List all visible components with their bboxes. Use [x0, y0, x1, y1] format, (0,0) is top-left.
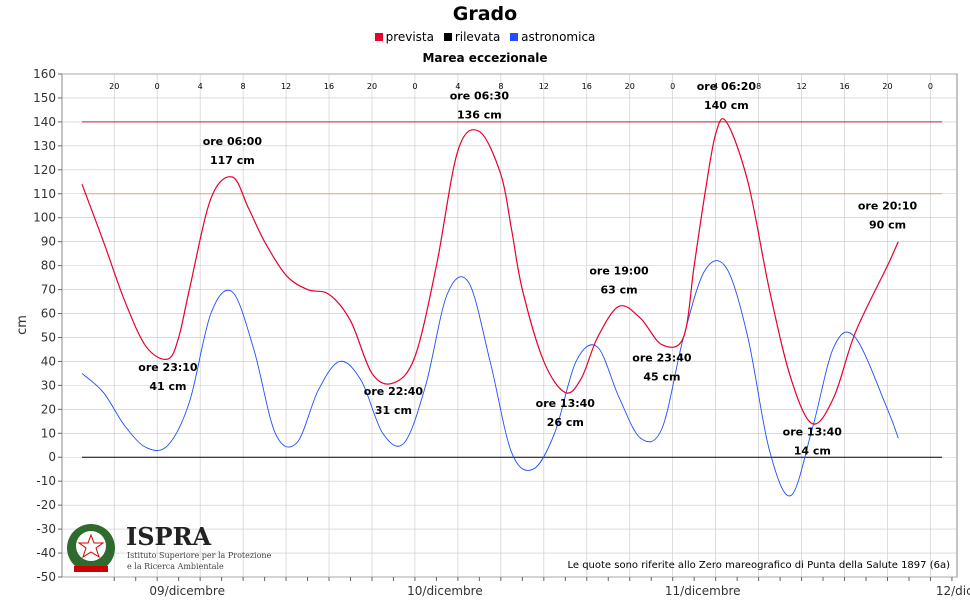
hour-tick-label: 4	[713, 82, 718, 91]
annotation-value: 41 cm	[149, 380, 186, 393]
annotation-time: ore 13:40	[536, 397, 596, 410]
hour-tick-label: 16	[839, 82, 849, 91]
logo-name: ISPRA	[126, 522, 212, 551]
chart-subtitle: Marea eccezionale	[422, 51, 548, 65]
annotation-value: 14 cm	[794, 445, 831, 458]
hour-tick-label: 4	[198, 82, 203, 91]
plot-area	[61, 73, 958, 578]
y-tick-label: 120	[33, 163, 56, 177]
logo-line2: e la Ricerca Ambientale	[127, 562, 224, 571]
annotation-value: 45 cm	[643, 370, 680, 383]
ispra-logo: ISPRA Istituto Superiore per la Protezio…	[67, 522, 272, 572]
hour-tick-label: 0	[412, 82, 417, 91]
y-tick-label: 160	[33, 67, 56, 81]
series-astronomica	[81, 260, 899, 497]
annotations: ore 23:10 41 cm ore 06:00 117 cm ore 22:40 31…	[138, 80, 917, 458]
y-tick-label: 90	[41, 235, 56, 249]
y-tick-label: 20	[41, 402, 56, 416]
hour-tick-label: 0	[670, 82, 675, 91]
y-tick-label: 50	[41, 330, 56, 344]
y-tick-label: 110	[33, 187, 56, 201]
annotation-time: ore 23:10	[138, 361, 198, 374]
reference-note: Le quote sono riferite allo Zero mareogr…	[567, 560, 950, 571]
y-tick-label: -30	[36, 522, 56, 536]
hour-tick-label: 8	[498, 82, 503, 91]
legend-item-rilevata: rilevata	[443, 30, 501, 44]
logo-line1: Istituto Superiore per la Protezione	[127, 551, 272, 560]
y-tick-label: 0	[48, 450, 56, 464]
y-axis-label: cm	[15, 315, 30, 335]
legend-label-prevista: prevista	[385, 30, 434, 44]
annotation-time: ore 19:00	[589, 264, 649, 277]
legend-item-astronomica: astronomica	[510, 30, 595, 44]
hour-tick-label: 4	[455, 82, 460, 91]
day-tick-label: 12/dicer	[936, 584, 970, 598]
legend: prevista rilevata astronomica	[0, 30, 970, 44]
hour-tick-label: 12	[281, 82, 291, 91]
hour-ticks: 20 0 4 8 12 16 20 0 4 8 12 16 20 0 4 8 12 16 20 0	[109, 82, 933, 91]
legend-swatch-astronomica	[510, 33, 519, 41]
y-tick-label: 70	[41, 283, 56, 297]
y-tick-label: 10	[41, 426, 56, 440]
hour-tick-label: 20	[367, 82, 377, 91]
hour-tick-label: 20	[882, 82, 892, 91]
day-tick-label: 11/dicembre	[665, 584, 741, 598]
hour-tick-label: 0	[155, 82, 160, 91]
legend-swatch-rilevata	[443, 33, 452, 41]
hour-tick-label: 12	[796, 82, 806, 91]
annotation-value: 31 cm	[375, 404, 412, 417]
annotation-time: ore 22:40	[364, 385, 424, 398]
y-tick-label: 40	[41, 354, 56, 368]
day-tick-label: 10/dicembre	[407, 584, 483, 598]
y-tick-label: -40	[36, 546, 56, 560]
annotation-time: ore 23:40	[632, 351, 692, 364]
legend-swatch-prevista	[374, 33, 383, 41]
y-tick-label: 60	[41, 307, 56, 321]
chart-title: Grado	[452, 3, 518, 25]
hour-tick-label: 16	[582, 82, 592, 91]
y-tick-label: 150	[33, 91, 56, 105]
grid	[62, 73, 957, 581]
series-prevista	[81, 118, 899, 425]
hour-tick-label: 20	[625, 82, 635, 91]
legend-label-rilevata: rilevata	[454, 30, 501, 44]
annotation-value: 117 cm	[210, 154, 255, 167]
annotation-value: 136 cm	[457, 108, 502, 121]
annotation-time: ore 06:30	[450, 89, 510, 102]
series-group	[81, 118, 899, 497]
legend-label-astronomica: astronomica	[521, 30, 596, 44]
y-axis: 1601501401301201101009080706050403020100…	[33, 67, 62, 584]
annotation-time: ore 06:00	[203, 135, 263, 148]
annotation-time: ore 20:10	[858, 200, 918, 213]
hour-tick-label: 0	[928, 82, 933, 91]
annotation-time: ore 06:20	[697, 80, 757, 93]
hour-tick-label: 8	[241, 82, 246, 91]
y-tick-label: 140	[33, 115, 56, 129]
annotation-value: 26 cm	[547, 416, 584, 429]
threshold-lines	[82, 121, 942, 458]
annotation-value: 90 cm	[869, 219, 906, 232]
hour-tick-label: 8	[756, 82, 761, 91]
y-tick-label: 130	[33, 139, 56, 153]
y-tick-label: 30	[41, 378, 56, 392]
day-ticks: 09/dicembre 10/dicembre 11/dicembre 12/dice…	[149, 584, 970, 598]
hour-tick-label: 12	[539, 82, 549, 91]
y-tick-label: -20	[36, 498, 56, 512]
y-tick-label: -50	[36, 570, 56, 584]
hour-tick-label: 20	[109, 82, 119, 91]
day-tick-label: 09/dicembre	[149, 584, 225, 598]
y-tick-label: 100	[33, 211, 56, 225]
annotation-value: 63 cm	[600, 283, 637, 296]
annotation-time: ore 13:40	[783, 426, 843, 439]
y-tick-label: -10	[36, 474, 56, 488]
y-tick-label: 80	[41, 259, 56, 273]
hour-tick-label: 16	[324, 82, 334, 91]
annotation-value: 140 cm	[704, 99, 749, 112]
legend-item-prevista: prevista	[374, 30, 434, 44]
